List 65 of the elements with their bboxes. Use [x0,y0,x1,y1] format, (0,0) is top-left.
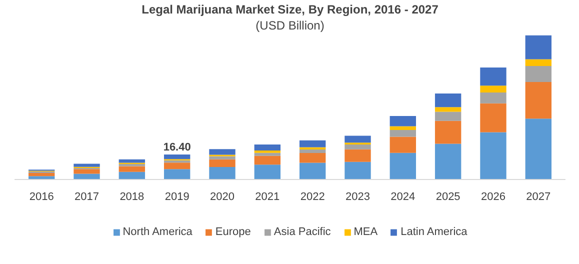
bar [344,149,371,162]
x-tick-label: 2027 [526,190,551,203]
bar [209,159,236,167]
bar [299,152,326,163]
bar [525,66,552,82]
chart-subtitle: (USD Billion) [256,18,324,32]
bar [344,144,371,150]
bar [480,86,506,92]
bar [390,152,416,180]
bar [434,120,462,144]
bar [164,162,190,170]
bar [299,140,326,148]
bar [525,118,552,180]
legend-label: Latin America [400,226,468,238]
legend-label: North America [122,226,192,238]
bar [525,35,552,60]
bar [299,150,326,153]
bar [480,67,506,86]
bar [254,144,281,151]
bar [390,116,416,126]
bar [390,126,416,130]
x-tick-label: 2018 [120,190,144,203]
x-tick-label: 2017 [74,190,100,203]
bar [344,136,371,143]
x-tick-label: 2020 [210,190,235,203]
bar [480,92,506,104]
bar [390,130,416,137]
bar [164,154,190,160]
legend-label: Asia Pacific [274,226,331,238]
bar [344,162,371,180]
x-tick-label: 2026 [481,190,506,203]
annotation: 16.40 [163,142,191,154]
bar [390,136,416,153]
bar [434,93,462,108]
bar [434,107,462,112]
bar [74,169,100,174]
x-tick-label: 2021 [255,190,280,203]
bar [254,156,281,165]
x-tick-label: 2022 [300,190,325,203]
bar [254,152,281,156]
x-tick-label: 2023 [346,190,370,203]
legend-label: Europe [215,226,251,238]
bar [209,156,236,160]
x-tick-label: 2019 [164,190,190,203]
bar [434,144,462,180]
bar [525,82,552,119]
bar [299,162,326,180]
bar [254,164,281,180]
bar [28,173,55,176]
x-tick-label: 2024 [390,190,416,203]
x-tick-label: 2025 [436,190,460,203]
bar [74,164,100,167]
bar [118,159,146,163]
legend-label: MEA [354,226,378,238]
bar [434,112,462,121]
bar [118,164,146,166]
chart-title: Legal Marijuana Market Size, By Region, 2016 - 2027 [142,2,439,16]
bar [118,166,146,172]
bar [480,132,506,180]
bar [480,103,506,132]
bar [209,149,236,155]
x-tick-label: 2016 [29,190,54,203]
bar [209,166,236,180]
bar [525,59,552,66]
bar [164,169,190,180]
